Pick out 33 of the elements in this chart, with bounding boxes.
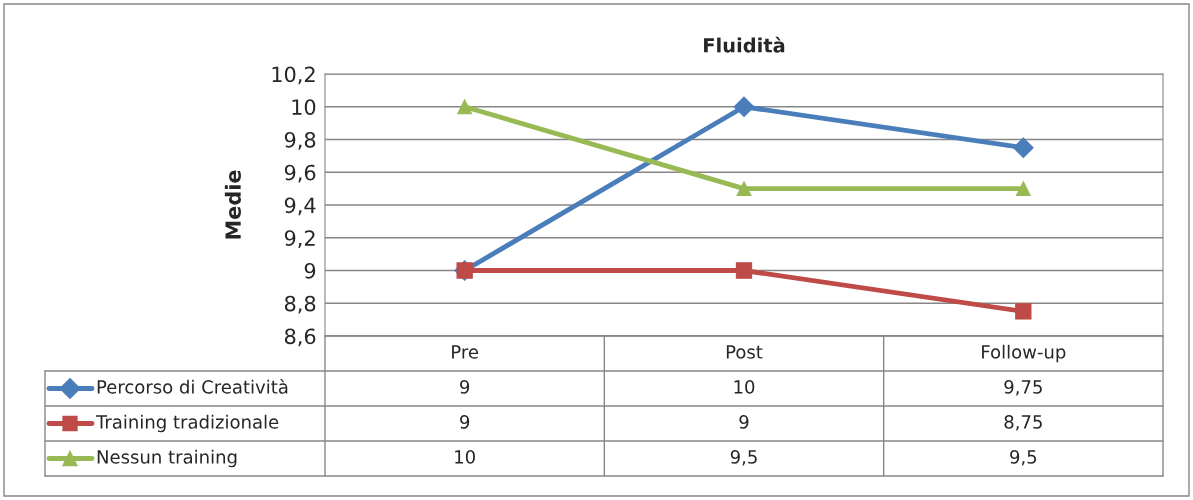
point: [1012, 137, 1034, 159]
legend-label: Training tradizionale: [95, 414, 279, 433]
point: [1015, 303, 1032, 320]
data-label: 9: [460, 415, 470, 429]
x-tick-label: Pre: [452, 345, 479, 359]
legend-label: Percorso di Creatività: [97, 379, 288, 394]
chart-title: Fluidità: [704, 36, 785, 53]
data-label: 9,75: [1004, 380, 1042, 396]
x-tick-label: Post: [726, 345, 763, 359]
data-label: 9: [739, 415, 749, 429]
point: [733, 96, 755, 118]
y-tick-label: 10,2: [272, 66, 315, 85]
data-label: 9,5: [1010, 450, 1037, 466]
y-tick-label: 10: [292, 99, 316, 115]
point: [457, 99, 473, 115]
data-label: 10: [455, 450, 475, 464]
y-tick-label: 9,2: [284, 230, 315, 249]
y-tick-label: 8,8: [284, 295, 316, 314]
data-label: 8,75: [1004, 415, 1042, 431]
legend-label: Nessun training: [97, 449, 237, 468]
y-tick-label: 9,8: [284, 131, 316, 150]
y-axis-title: Medie: [224, 170, 241, 239]
x-tick-label: Follow-up: [982, 344, 1066, 363]
y-tick-label: 9: [304, 262, 316, 279]
y-tick-label: 9,4: [284, 197, 316, 216]
y-tick-label: 9,6: [284, 164, 316, 183]
point: [1015, 181, 1031, 197]
data-label: 10: [734, 380, 755, 394]
point: [736, 181, 752, 197]
data-label: 9: [460, 380, 470, 394]
point: [735, 262, 753, 279]
data-label: 9,5: [730, 450, 757, 466]
y-tick-label: 8,6: [284, 328, 316, 347]
